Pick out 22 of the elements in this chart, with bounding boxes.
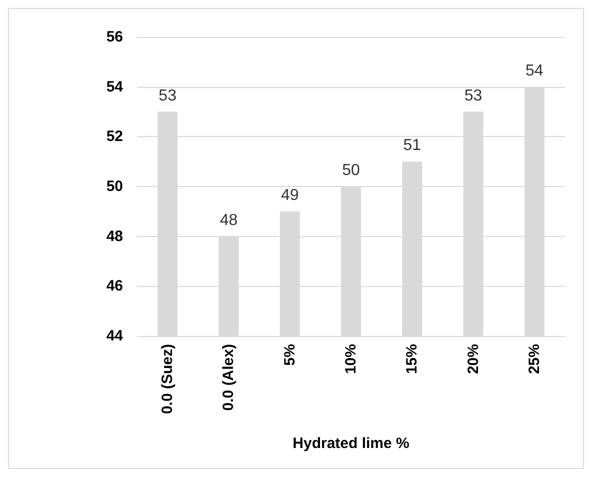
y-tick-label: 48 xyxy=(106,228,123,245)
x-tick-label: 25% xyxy=(526,344,543,374)
x-tick-label: 15% xyxy=(404,344,421,374)
y-tick-label: 44 xyxy=(106,328,124,344)
y-tick-label: 54 xyxy=(106,78,124,96)
data-label: 53 xyxy=(158,87,177,104)
x-tick-label: 20% xyxy=(464,344,482,374)
y-tick-label: 46 xyxy=(106,278,123,295)
x-tick-label: 5% xyxy=(281,344,298,366)
data-label: 48 xyxy=(220,212,238,229)
x-tick-label: 0.0 (Alex) xyxy=(220,344,238,411)
y-tick-label: 56 xyxy=(106,28,123,46)
data-label: 54 xyxy=(526,62,544,80)
x-axis-title: Hydrated lime % xyxy=(292,435,410,452)
y-tick-label: 50 xyxy=(106,178,123,195)
data-label: 49 xyxy=(280,186,299,204)
x-tick-label: 0.0 (Suez) xyxy=(159,344,176,414)
x-tick-label: 10% xyxy=(342,344,360,374)
data-label: 53 xyxy=(464,87,482,104)
y-tick-label: 52 xyxy=(106,128,123,146)
data-label: 51 xyxy=(403,137,422,154)
data-label: 50 xyxy=(342,162,360,179)
